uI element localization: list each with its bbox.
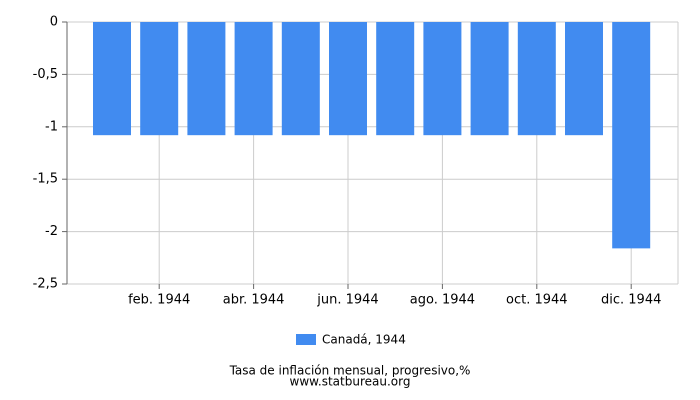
source: www.statbureau.org xyxy=(290,375,411,389)
bar xyxy=(376,22,415,136)
x-tick-label: feb. 1944 xyxy=(128,293,190,308)
chart-title: Tasa de inflación mensual, progresivo,% xyxy=(229,364,471,378)
bar xyxy=(140,22,179,136)
x-tick-label: jun. 1944 xyxy=(316,293,378,308)
y-tick-label: -2 xyxy=(45,224,58,239)
bar xyxy=(281,22,320,136)
x-tick-label: ago. 1944 xyxy=(410,293,475,308)
bar xyxy=(423,22,462,136)
bar xyxy=(329,22,367,136)
y-tick-label: -0,5 xyxy=(33,67,58,82)
bar xyxy=(517,22,556,136)
bar xyxy=(93,22,131,136)
y-tick-label: 0 xyxy=(50,15,58,30)
bar xyxy=(565,22,603,136)
x-tick-label: dic. 1944 xyxy=(601,293,661,308)
y-tick-label: -1,5 xyxy=(33,172,58,187)
y-tick-label: -1 xyxy=(45,119,58,134)
bar xyxy=(187,22,226,136)
x-tick-label: abr. 1944 xyxy=(223,293,285,308)
legend-label: Canadá, 1944 xyxy=(322,333,406,347)
bar xyxy=(612,22,651,249)
x-tick-label: oct. 1944 xyxy=(506,293,568,308)
y-tick-label: -2,5 xyxy=(33,277,58,292)
legend-swatch xyxy=(296,334,316,345)
bar xyxy=(470,22,509,136)
bar xyxy=(234,22,273,136)
